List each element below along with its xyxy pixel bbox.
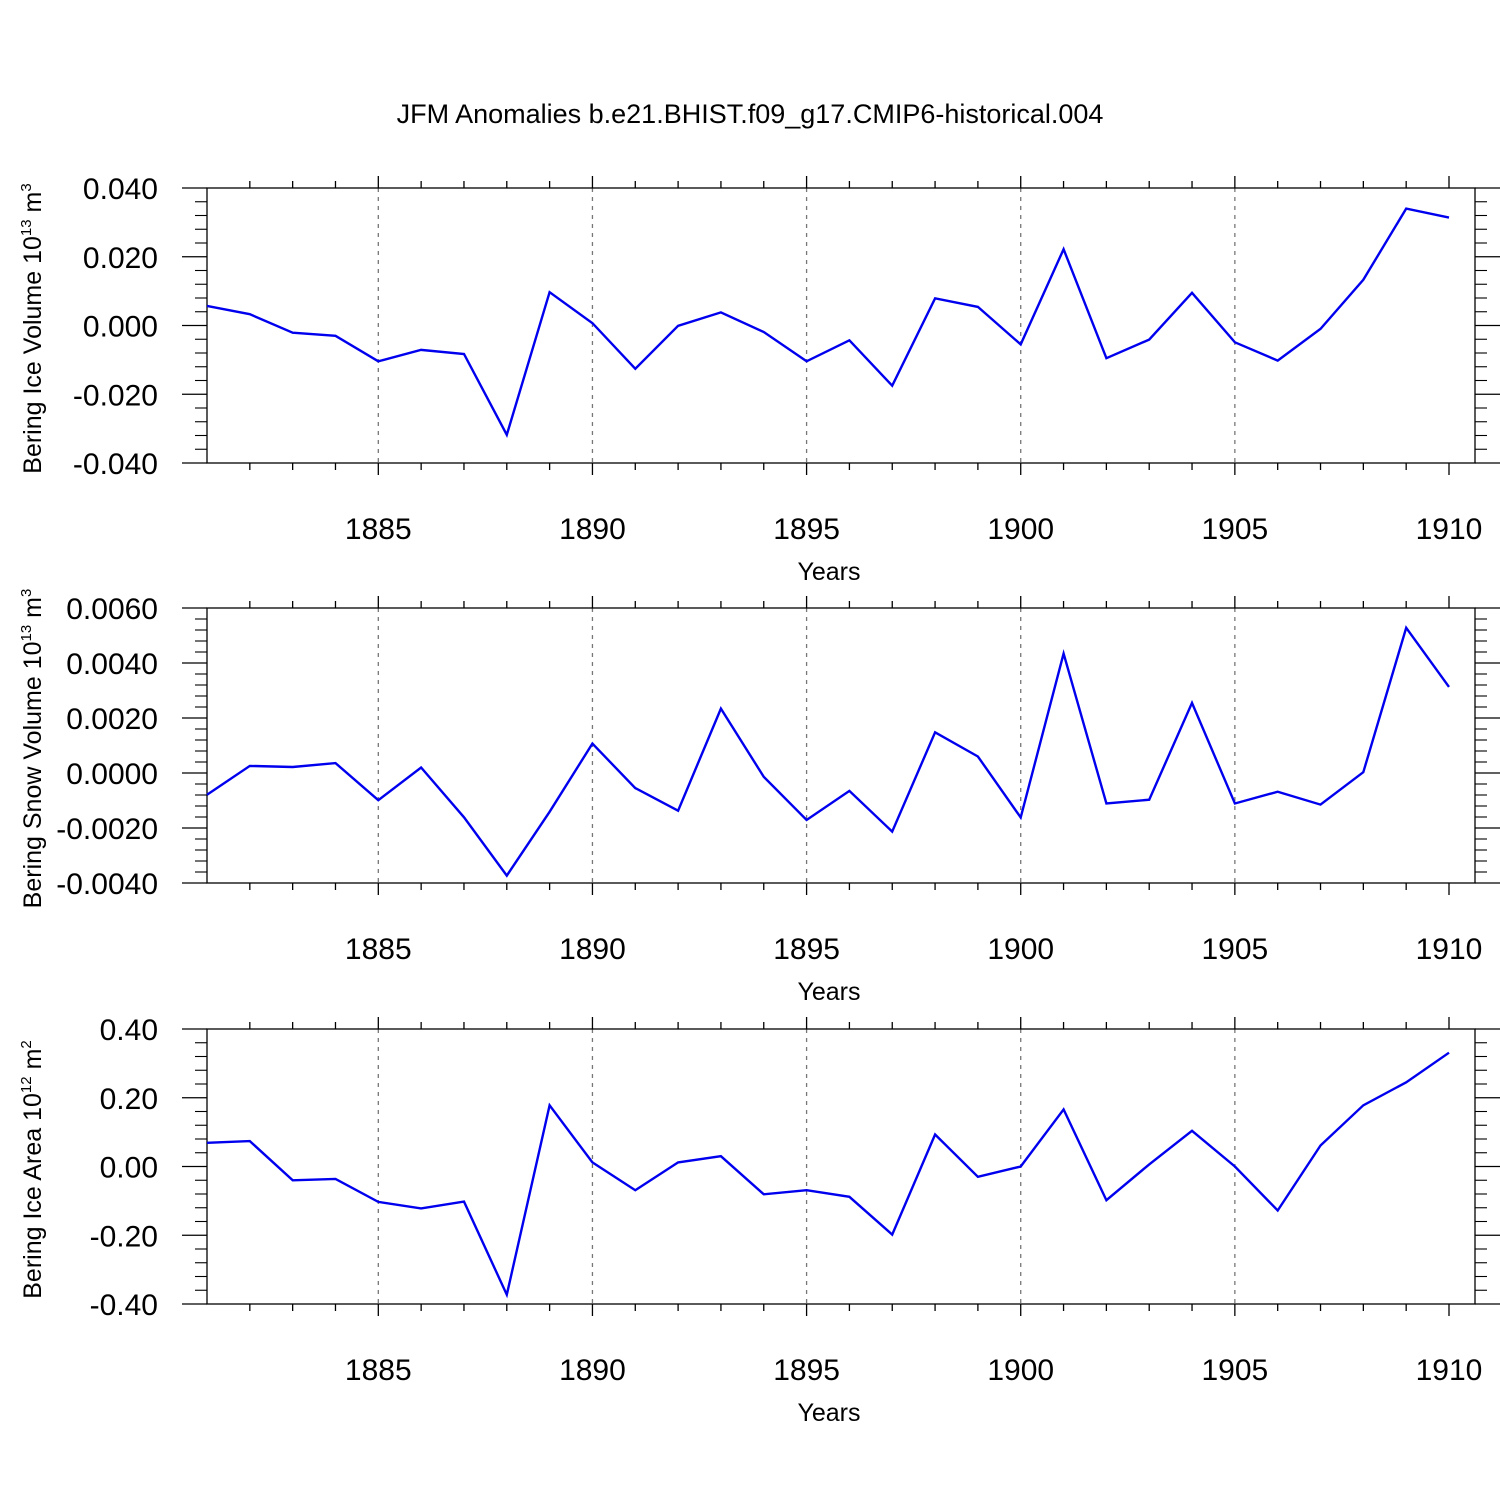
y-tick-label: 0.0020 (66, 703, 158, 736)
y-tick-label: 0.000 (83, 311, 158, 344)
y-tick-label: 0.00 (100, 1152, 158, 1185)
y-tick-label: 0.0060 (66, 593, 158, 626)
x-tick-label: 1905 (1201, 933, 1268, 966)
x-axis-label: Years (797, 978, 860, 1006)
x-tick-label: 1910 (1416, 933, 1483, 966)
y-tick-label: 0.040 (83, 173, 158, 206)
y-tick-label: -0.040 (73, 448, 158, 481)
y-tick-label: 0.0000 (66, 758, 158, 791)
x-tick-label: 1890 (559, 513, 626, 546)
series-line (206, 207, 1450, 438)
y-tick-label: -0.0020 (56, 813, 158, 846)
series-line (206, 1051, 1450, 1299)
y-axis-label: Bering Ice Volume 1013 m3 (18, 183, 47, 473)
x-tick-label: 1890 (559, 1354, 626, 1387)
x-tick-label: 1910 (1416, 513, 1483, 546)
x-axis-label: Years (797, 1399, 860, 1427)
plot-frame (206, 607, 1476, 884)
x-tick-label: 1900 (987, 933, 1054, 966)
x-axis-label: Years (797, 558, 860, 586)
x-tick-label: 1905 (1201, 1354, 1268, 1387)
x-tick-label: 1905 (1201, 513, 1268, 546)
x-tick-label: 1885 (345, 513, 412, 546)
x-tick-label: 1900 (987, 1354, 1054, 1387)
y-tick-label: 0.020 (83, 242, 158, 275)
plot-frame (206, 187, 1476, 464)
chart-panel-3: 1885 1890 1895 1900 1905 1910 -0.40 -0.20 0.00 0.… (18, 1014, 1500, 1427)
y-tick-label: 0.40 (100, 1014, 158, 1047)
x-tick-label: 1895 (773, 1354, 840, 1387)
y-tick-label: -0.020 (73, 379, 158, 412)
y-axis-label: Bering Ice Area 1012 m2 (18, 1040, 47, 1299)
y-tick-label: 0.20 (100, 1083, 158, 1116)
chart-panel-1: 1885 1890 1895 1900 1905 1910 -0.040 -0.020 0.00… (18, 173, 1500, 586)
y-tick-label: 0.0040 (66, 648, 158, 681)
x-tick-label: 1900 (987, 513, 1054, 546)
y-tick-label: -0.0040 (56, 868, 158, 901)
plot-frame (206, 1028, 1476, 1305)
y-tick-label: -0.40 (90, 1289, 158, 1322)
panels: 1885 1890 1895 1900 1905 1910 -0.040 -0.020 0.00… (18, 173, 1500, 1427)
series-line (206, 625, 1450, 878)
figure-title: JFM Anomalies b.e21.BHIST.f09_g17.CMIP6-… (397, 99, 1104, 129)
x-tick-label: 1890 (559, 933, 626, 966)
chart-panel-2: 1885 1890 1895 1900 1905 1910 -0.0040 -0.0020 0.… (18, 589, 1500, 1006)
y-axis-label: Bering Snow Volume 1013 m3 (18, 589, 47, 909)
x-tick-label: 1910 (1416, 1354, 1483, 1387)
x-tick-label: 1885 (345, 933, 412, 966)
x-tick-label: 1895 (773, 513, 840, 546)
x-tick-label: 1885 (345, 1354, 412, 1387)
y-tick-label: -0.20 (90, 1220, 158, 1253)
x-tick-label: 1895 (773, 933, 840, 966)
